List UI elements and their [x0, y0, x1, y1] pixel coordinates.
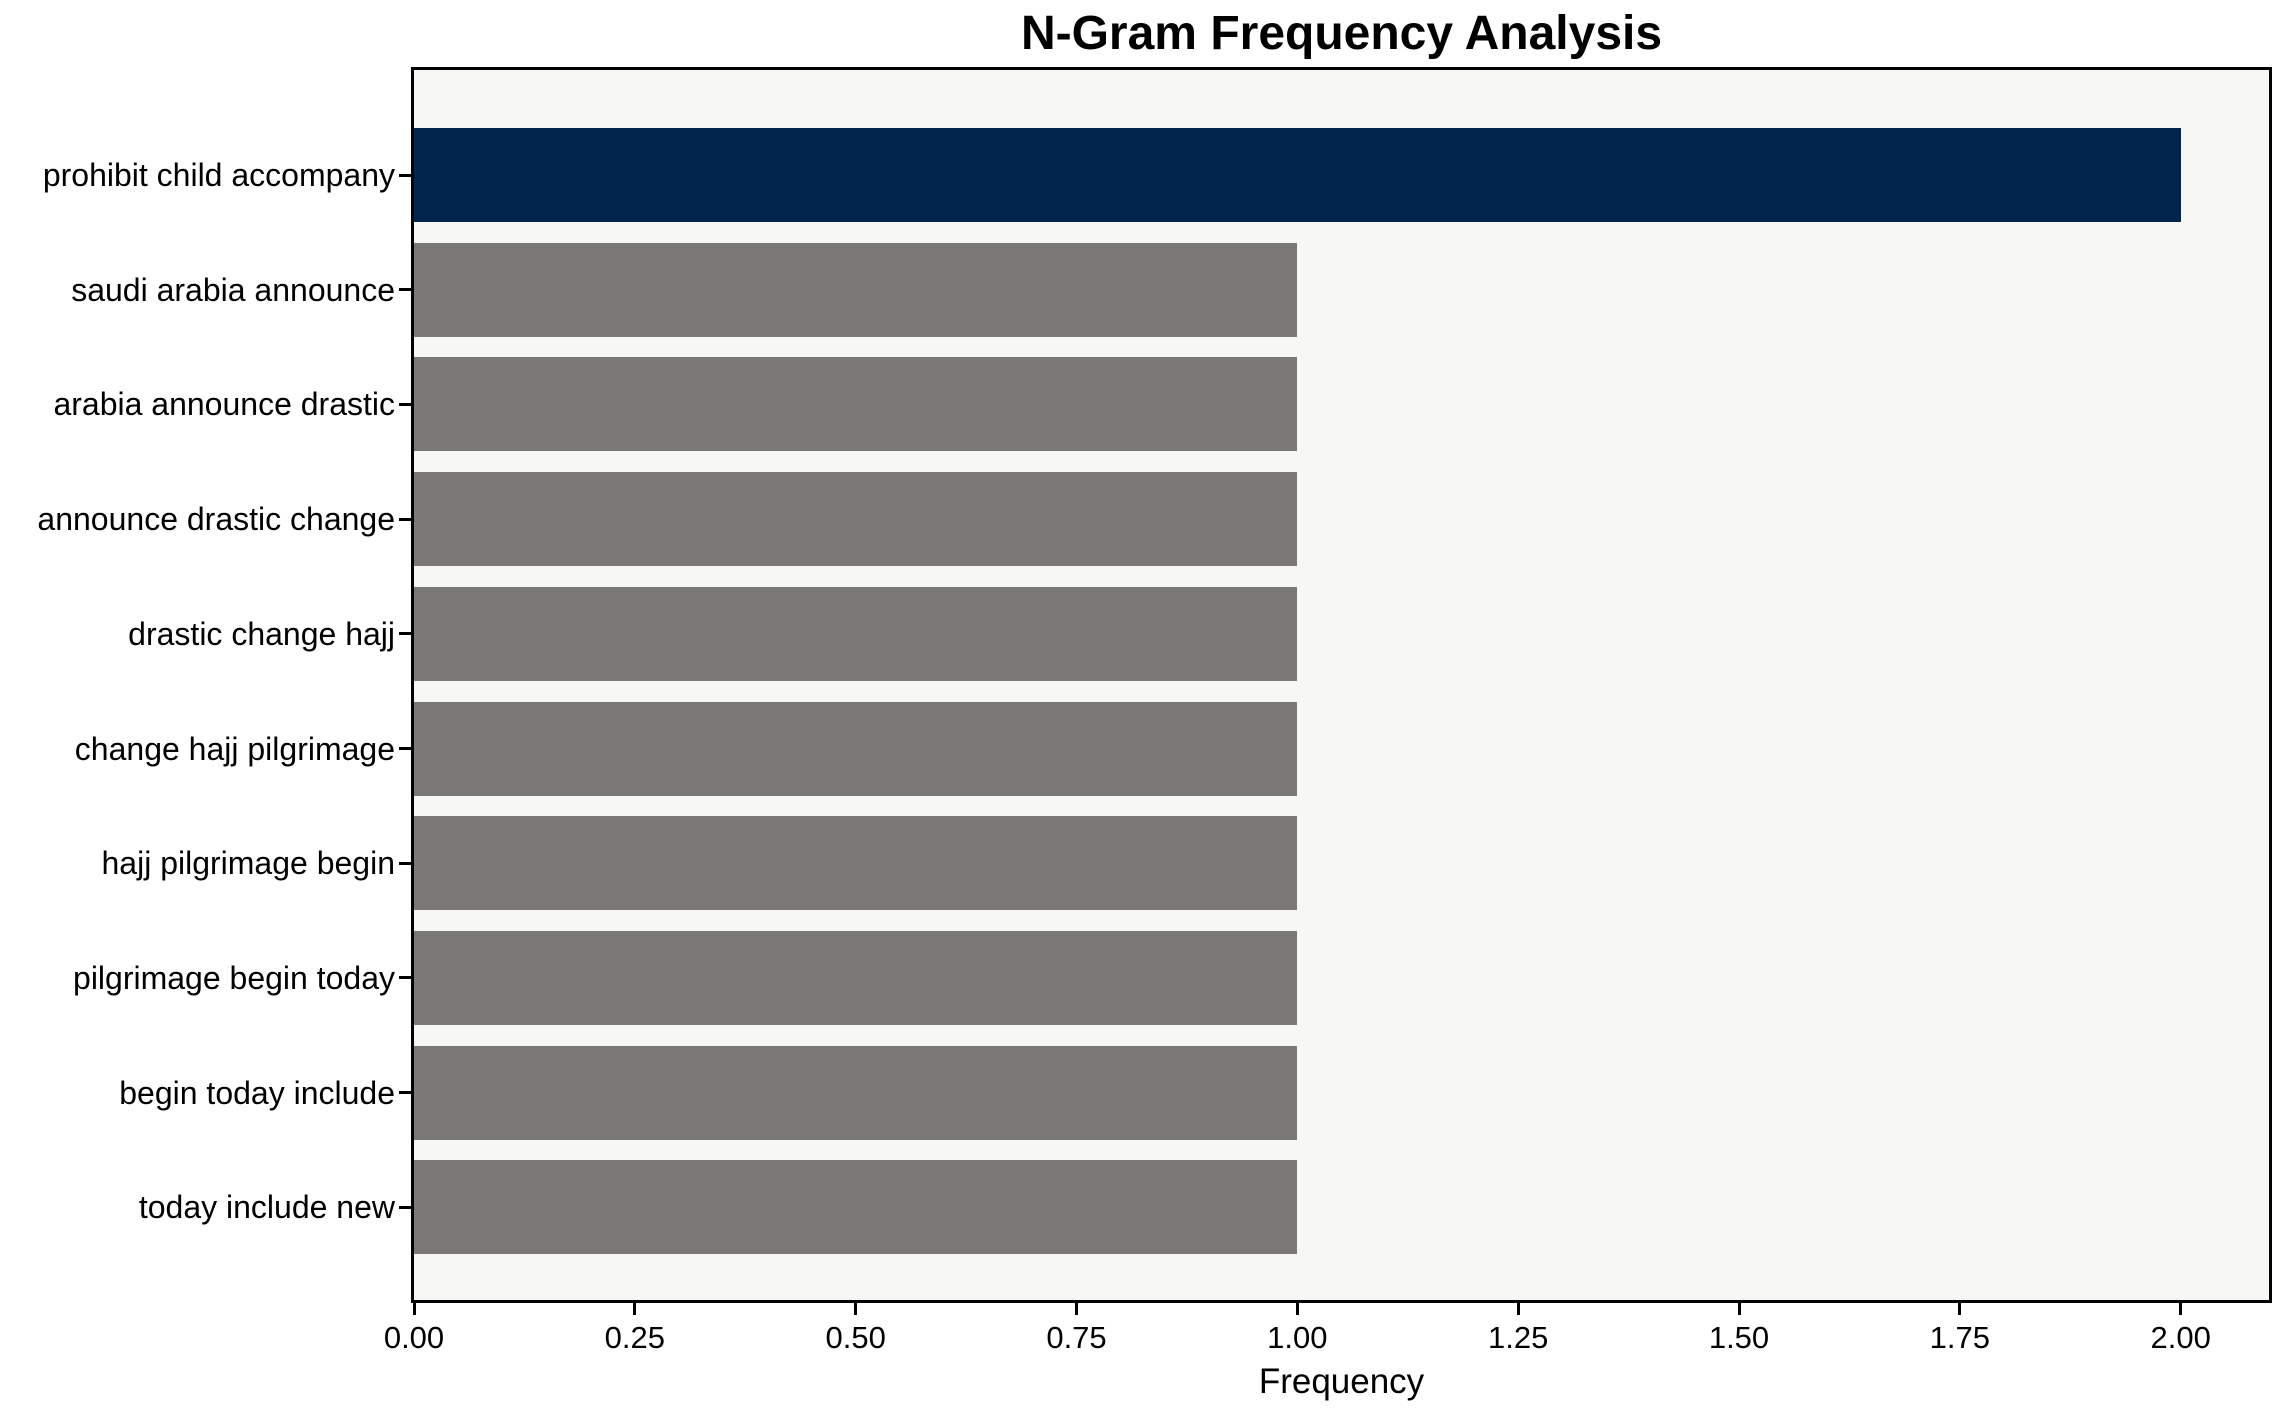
x-tick-mark [854, 1303, 858, 1315]
bar-drastic-change-hajj [414, 586, 1298, 681]
x-tick-mark [1295, 1303, 1299, 1315]
x-tick-mark [1516, 1303, 1520, 1315]
x-tick-mark [633, 1303, 637, 1315]
y-tick-label: change hajj pilgrimage [74, 730, 395, 767]
bar-announce-drastic-change [414, 472, 1298, 567]
x-tick-label: 2.00 [2150, 1320, 2211, 1355]
bar-pilgrimage-begin-today [414, 930, 1298, 1025]
y-tick-label: announce drastic change [37, 501, 395, 538]
x-tick-label: 1.25 [1487, 1320, 1549, 1355]
plot-area [411, 67, 2272, 1303]
y-tick-mark [399, 976, 411, 980]
y-tick-mark [399, 517, 411, 521]
y-tick-mark [399, 288, 411, 292]
bar-change-hajj-pilgrimage [414, 701, 1298, 796]
y-tick-label: saudi arabia announce [71, 271, 395, 308]
bar-hajj-pilgrimage-begin [414, 816, 1298, 911]
x-tick-mark [2179, 1303, 2183, 1315]
y-tick-label: today include new [138, 1189, 395, 1226]
x-tick-label: 0.25 [604, 1320, 665, 1355]
y-tick-mark [399, 861, 411, 865]
y-tick-mark [399, 402, 411, 406]
y-tick-mark [399, 632, 411, 636]
x-tick-label: 0.75 [1046, 1320, 1107, 1355]
x-tick-mark [1737, 1303, 1741, 1315]
x-tick-mark [1075, 1303, 1078, 1315]
x-axis-title: Frequency [1258, 1362, 1425, 1401]
y-tick-mark [399, 747, 411, 750]
y-tick-label: arabia announce drastic [53, 386, 395, 423]
x-tick-label: 1.50 [1708, 1320, 1770, 1355]
x-tick-label: 1.00 [1267, 1320, 1328, 1355]
bar-arabia-announce-drastic [414, 357, 1298, 452]
y-tick-label: drastic change hajj [128, 615, 395, 652]
bar-begin-today-include [414, 1045, 1298, 1140]
y-tick-mark [399, 173, 411, 177]
bar-today-include-new [414, 1160, 1298, 1255]
y-tick-label: pilgrimage begin today [73, 959, 395, 996]
y-tick-mark [399, 1091, 411, 1095]
bar-saudi-arabia-announce [414, 242, 1298, 337]
chart-title: N-Gram Frequency Analysis [1020, 7, 1663, 60]
y-tick-label: begin today include [119, 1074, 395, 1111]
y-tick-mark [399, 1205, 411, 1209]
x-tick-mark [412, 1303, 416, 1315]
y-tick-label: prohibit child accompany [42, 157, 395, 193]
x-tick-label: 0.50 [825, 1320, 886, 1355]
x-tick-mark [1958, 1303, 1962, 1315]
x-tick-label: 1.75 [1929, 1320, 1990, 1355]
bar-prohibit-child-accompany [414, 128, 2181, 222]
x-tick-label: 0.00 [383, 1320, 445, 1355]
y-tick-label: hajj pilgrimage begin [101, 845, 395, 882]
